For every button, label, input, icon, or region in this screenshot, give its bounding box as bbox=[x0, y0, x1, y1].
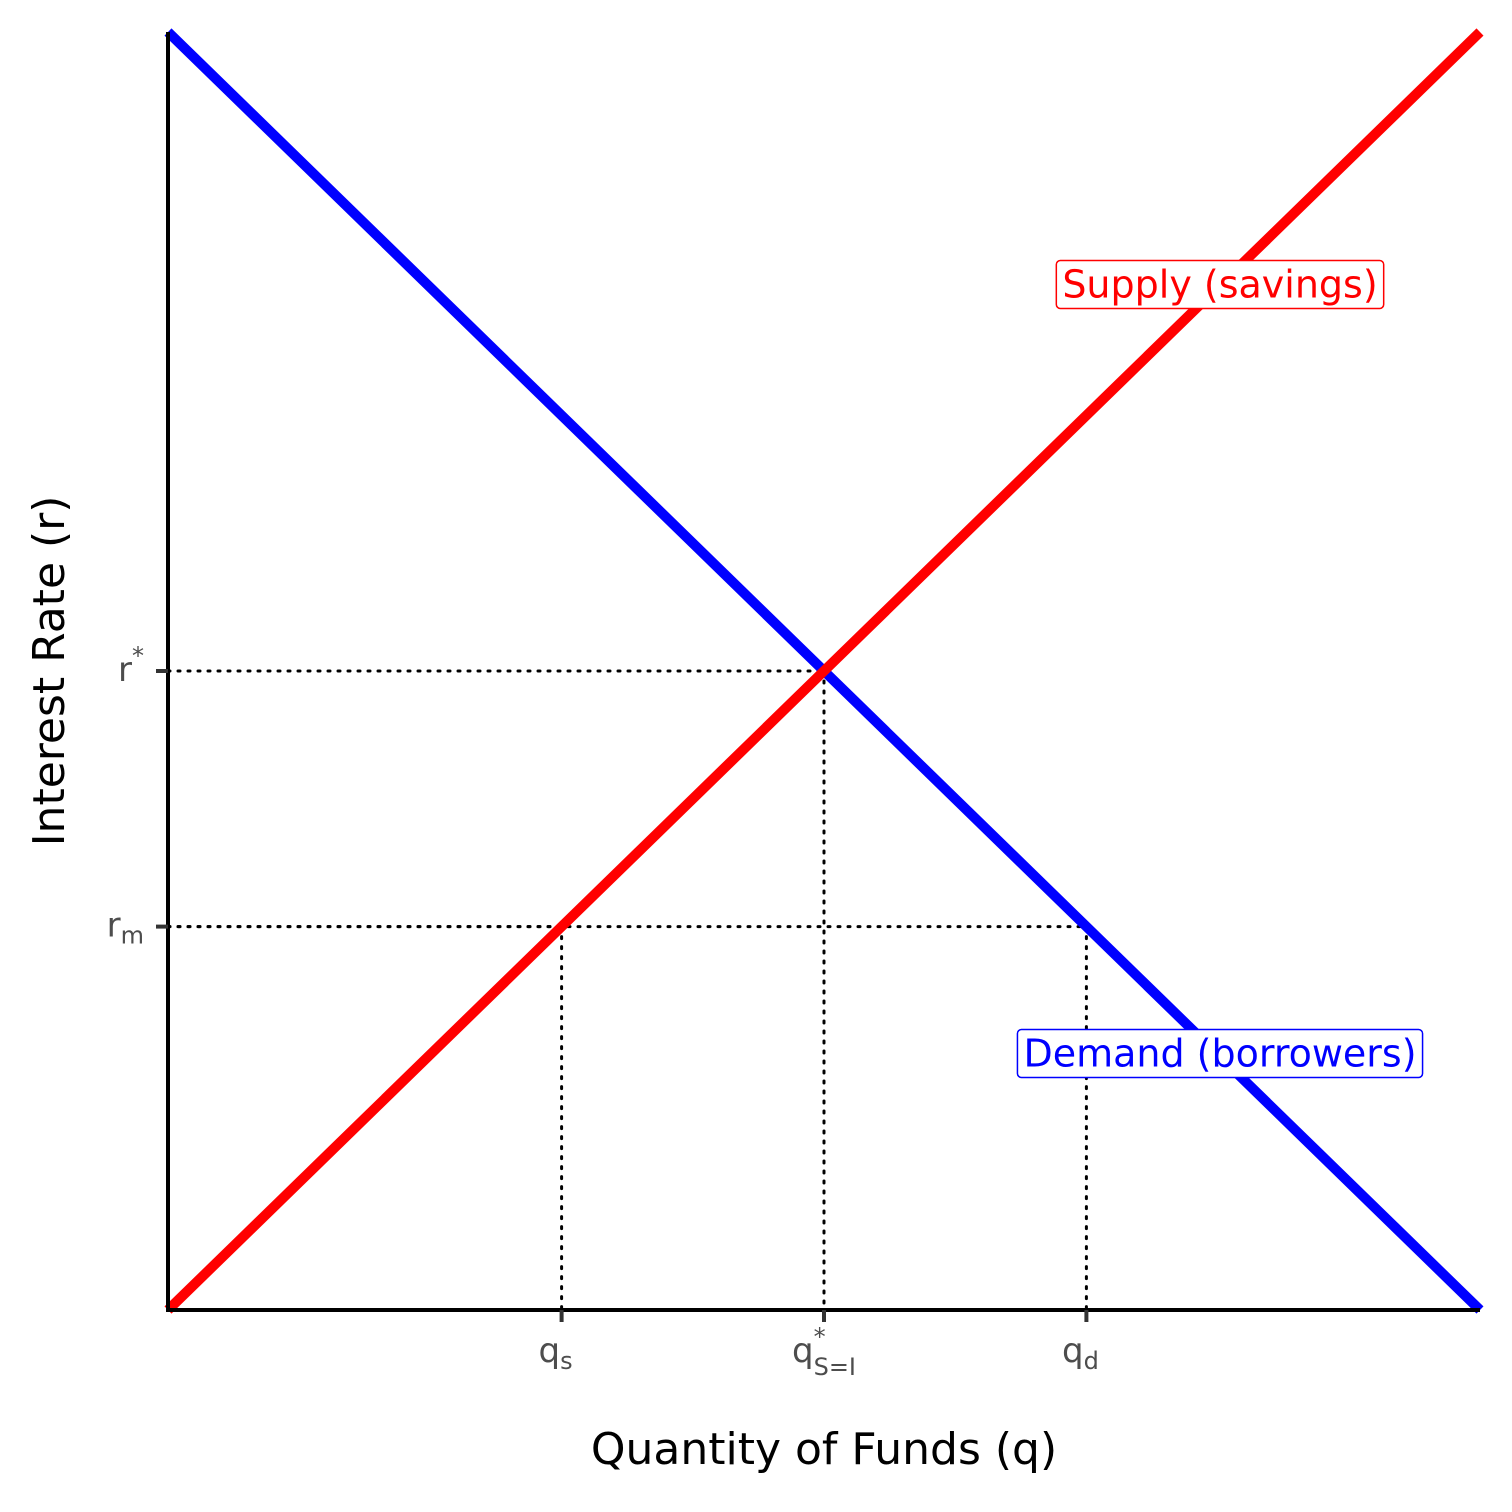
series-label-box bbox=[1016, 1028, 1424, 1079]
x-axis-title: Quantity of Funds (q) bbox=[591, 1424, 1057, 1475]
x-tick-label-sub: d bbox=[1084, 1347, 1099, 1375]
series-line bbox=[164, 28, 1484, 1314]
y-tick-label-sup: * bbox=[132, 642, 144, 670]
series-label-text: Supply (savings) bbox=[1062, 263, 1377, 307]
y-tick-label-main: r bbox=[107, 905, 121, 945]
x-tick-label-sub: S=I bbox=[814, 1353, 856, 1381]
series-label: Supply (savings) bbox=[1055, 259, 1385, 310]
x-tick-label-sub: s bbox=[560, 1347, 573, 1375]
x-tick-label-main: q bbox=[1062, 1331, 1084, 1371]
x-tick-label-main: q bbox=[792, 1331, 814, 1371]
series-label: Demand (borrowers) bbox=[1016, 1028, 1424, 1079]
y-tick-label-main: r bbox=[118, 650, 132, 690]
x-tick-label-main: q bbox=[539, 1331, 561, 1371]
x-tick-label: qd bbox=[1062, 1331, 1099, 1376]
x-tick-label: qs bbox=[539, 1331, 573, 1376]
y-tick-label: rm bbox=[107, 905, 144, 950]
x-tick-label-sup: * bbox=[814, 1323, 826, 1351]
y-axis-title: Interest Rate (r) bbox=[24, 496, 75, 847]
series-label-box bbox=[1055, 259, 1385, 310]
y-tick-label-sub: m bbox=[121, 922, 144, 950]
x-tick-label: q* S=I bbox=[792, 1323, 856, 1381]
y-tick-label: r* bbox=[118, 642, 144, 690]
series-label-text: Demand (borrowers) bbox=[1023, 1032, 1416, 1076]
